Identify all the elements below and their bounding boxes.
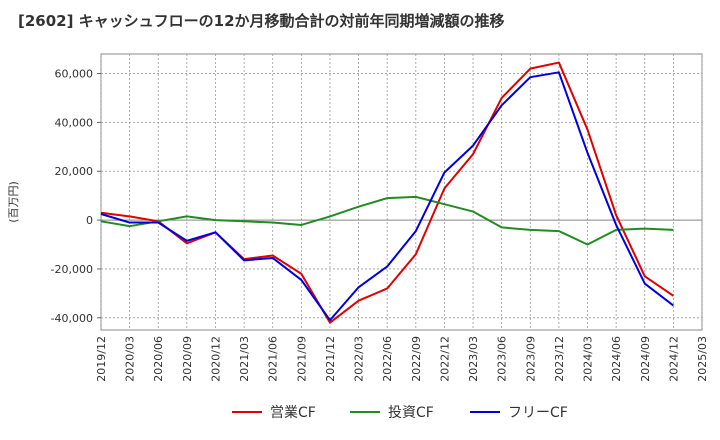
legend-label: 営業CF [270,405,316,421]
x-tick-label: 2025/03 [696,336,709,382]
x-tick-label: 2023/09 [524,336,537,382]
x-tick-label: 2019/12 [95,336,108,382]
x-tick-label: 2021/09 [295,336,308,382]
plot-area [100,53,703,331]
x-tick-label: 2023/06 [496,336,509,382]
x-tick-label: 2023/12 [553,336,566,382]
grid-layer [100,54,703,330]
y-axis-label: (百万円) [7,181,20,223]
x-tick-label: 2024/03 [582,336,595,382]
x-tick-label: 2024/09 [639,336,652,382]
x-tick-label: 2022/12 [438,336,451,382]
x-tick-label: 2020/03 [124,336,137,382]
y-tick-label: 60,000 [55,68,94,81]
x-tick-label: 2024/12 [667,336,680,382]
y-tick-label: 20,000 [55,165,94,178]
chart-title: [2602] キャッシュフローの12か月移動合計の対前年同期増減額の推移 [18,12,505,30]
x-tick-label: 2020/09 [181,336,194,382]
x-tick-label: 2021/03 [238,336,251,382]
series-line-投資CF [100,195,674,246]
x-tick-label: 2021/06 [267,336,280,382]
x-tick-label: 2024/06 [610,336,623,382]
tick-layer: 2019/12 2020/03 2020/06 2020/09 2020/12 2021/… [51,68,709,382]
series-line-営業CF [100,61,674,324]
x-tick-label: 2020/06 [152,336,165,382]
x-tick-label: 2023/03 [467,336,480,382]
legend: 営業CF 投資CF フリーCF [232,405,568,421]
x-tick-label: 2022/03 [353,336,366,382]
y-tick-label: 40,000 [55,116,94,129]
series-line-フリーCF [100,71,674,322]
x-tick-label: 2022/09 [410,336,423,382]
legend-label: フリーCF [508,405,568,421]
y-tick-label: -40,000 [51,312,93,325]
x-tick-label: 2021/12 [324,336,337,382]
series-layer [100,61,674,324]
x-tick-label: 2022/06 [381,336,394,382]
x-tick-label: 2020/12 [209,336,222,382]
y-tick-label: 0 [86,214,93,227]
legend-label: 投資CF [388,405,434,421]
y-tick-label: -20,000 [51,263,93,276]
